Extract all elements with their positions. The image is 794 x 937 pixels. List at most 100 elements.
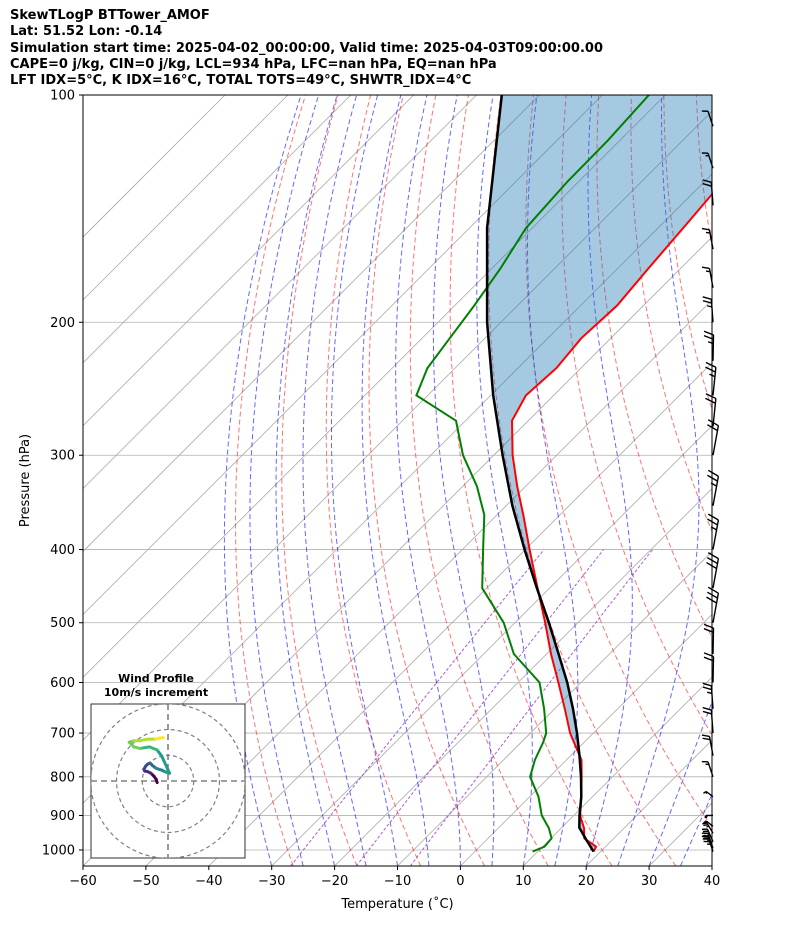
wind-barb [703, 623, 715, 654]
moist-adiabat [275, 95, 338, 866]
wind-barb [701, 734, 714, 756]
barb-flag [702, 706, 712, 711]
barb-half [707, 691, 713, 695]
wind-barb [705, 393, 717, 427]
x-tick-label: 40 [704, 874, 721, 889]
hodograph-title: Wind Profile [118, 672, 194, 685]
x-tick-label: −20 [321, 874, 348, 889]
y-tick-label: 700 [50, 727, 75, 742]
y-tick-label: 1000 [42, 844, 75, 859]
isotherm-line [83, 95, 666, 678]
dry-adiabat [409, 95, 549, 866]
barb-flag [702, 710, 712, 715]
isotherm-line [83, 110, 712, 741]
moist-adiabat [302, 95, 367, 866]
x-tick-label: 20 [578, 874, 595, 889]
hodograph-segment [138, 745, 151, 750]
barb-flag [705, 361, 717, 368]
wind-barb [702, 296, 714, 323]
dewpoint-line [415, 95, 650, 853]
moist-adiabat [648, 699, 712, 866]
barb-flag [707, 469, 719, 477]
dry-adiabat [561, 95, 712, 736]
barb-flag [707, 557, 718, 565]
hodograph-area [91, 704, 245, 858]
moist-adiabat [331, 95, 398, 866]
isotherm-line [397, 550, 712, 866]
barb-half [705, 791, 708, 794]
isotherm-line [83, 95, 352, 364]
isotherm-line [334, 488, 712, 866]
barb-flag [706, 561, 717, 570]
moist-adiabat [527, 95, 579, 866]
wind-barb [701, 266, 714, 288]
barb-flag [704, 821, 708, 825]
isotherm-line [83, 95, 603, 615]
y-tick-label: 400 [50, 543, 75, 558]
isotherm-line [271, 425, 712, 866]
y-tick-label: 900 [50, 809, 75, 824]
barb-staff [705, 820, 714, 827]
isotherm-line [83, 95, 226, 238]
barb-flag [703, 652, 714, 658]
y-tick-label: 800 [50, 770, 75, 785]
barb-flag [703, 820, 707, 824]
barb-flag [705, 815, 708, 819]
mixing-ratio-line [355, 549, 604, 866]
x-tick-label: −40 [195, 874, 222, 889]
dry-adiabat [525, 95, 712, 828]
barb-flag [702, 179, 712, 184]
barb-flag [702, 682, 712, 687]
wind-barb [701, 832, 714, 849]
barb-flag [702, 737, 711, 741]
barb-flag [701, 227, 710, 231]
wind-barb [703, 652, 715, 683]
isotherm-line [711, 865, 712, 866]
wind-barb [702, 179, 714, 206]
barb-flag [703, 656, 714, 662]
barb-flag [703, 790, 707, 794]
time-text: Simulation start time: 2025-04-02_00:00:… [10, 40, 603, 56]
wind-barb [703, 820, 714, 827]
dry-adiabat [729, 95, 794, 866]
barb-half [710, 526, 717, 531]
index-text: LFT IDX=5°C, K IDX=16°C, TOTAL TOTS=49°C… [10, 73, 472, 89]
isotherm-line [83, 95, 414, 427]
isotherm-line [83, 95, 289, 301]
dry-adiabat [281, 95, 358, 866]
barb-staff [710, 299, 714, 323]
y-tick-label: 300 [50, 449, 75, 464]
wind-barb [701, 835, 714, 852]
wind-barb [701, 110, 714, 127]
moist-adiabat [617, 95, 700, 866]
barb-flag [707, 518, 718, 526]
y-tick-label: 100 [50, 89, 75, 104]
wind-barb [702, 682, 714, 709]
barb-half [709, 373, 716, 378]
isotherm-line [83, 95, 477, 490]
wind-barb [704, 814, 713, 819]
barb-flag [702, 296, 712, 300]
wind-barb [706, 552, 720, 589]
barb-flag [704, 815, 707, 819]
x-tick-label: 10 [515, 874, 532, 889]
wind-barb [701, 227, 714, 250]
chart-header: SkewTLogP BTTower_AMOF Lat: 51.52 Lon: -… [10, 8, 790, 89]
dry-adiabat [235, 95, 306, 866]
x-tick-label: −10 [384, 874, 411, 889]
dry-adiabat [695, 95, 712, 251]
plot-area [83, 95, 794, 866]
hodograph-subtitle: 10m/s increment [104, 686, 208, 699]
y-tick-label: 600 [50, 676, 75, 691]
barb-flag [703, 623, 714, 629]
barb-flag [701, 734, 710, 738]
barb-flag [706, 596, 717, 604]
barb-flag [705, 366, 716, 373]
wind-barb [703, 790, 714, 798]
wind-barb [707, 469, 720, 506]
barb-flag [703, 330, 714, 336]
isotherm-line [523, 676, 712, 866]
moist-adiabat [711, 864, 712, 866]
moist-adiabat [361, 95, 430, 866]
moist-adiabat [680, 793, 712, 866]
